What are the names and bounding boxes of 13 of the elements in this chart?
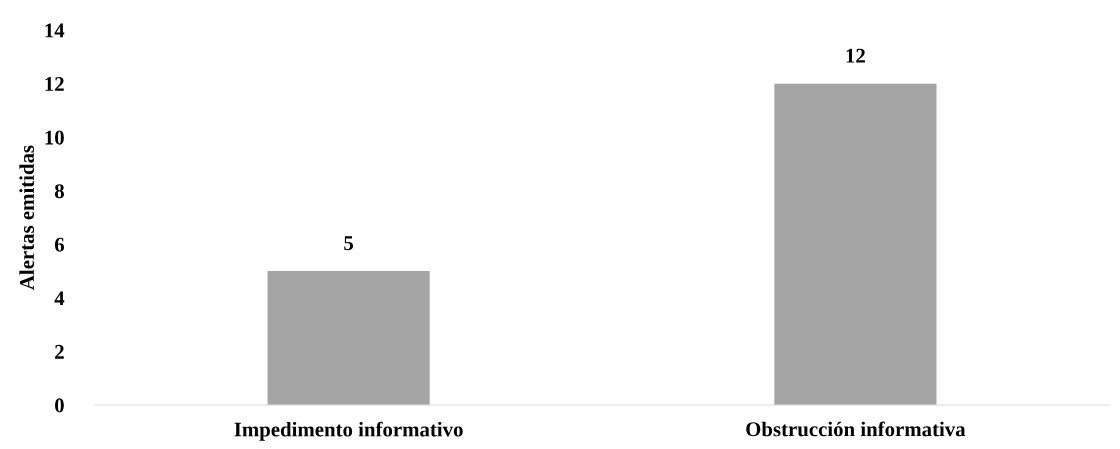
y-tick-label: 2 — [55, 344, 64, 359]
x-tick-label: Obstrucción informativa — [746, 421, 966, 437]
y-tick-label: 10 — [45, 130, 64, 145]
data-label: 5 — [344, 236, 354, 251]
y-tick-label: 8 — [54, 184, 64, 199]
y-tick-label: 6 — [54, 237, 65, 252]
y-tick-label: 4 — [54, 291, 65, 306]
y-axis-title: Alertas emitidas — [19, 145, 35, 290]
y-tick-label: 12 — [45, 77, 64, 91]
x-tick-label: Impedimento informativo — [234, 421, 463, 441]
data-label: 12 — [846, 48, 865, 63]
y-tick-label: 0 — [55, 398, 64, 413]
y-tick-label: 14 — [45, 23, 65, 38]
